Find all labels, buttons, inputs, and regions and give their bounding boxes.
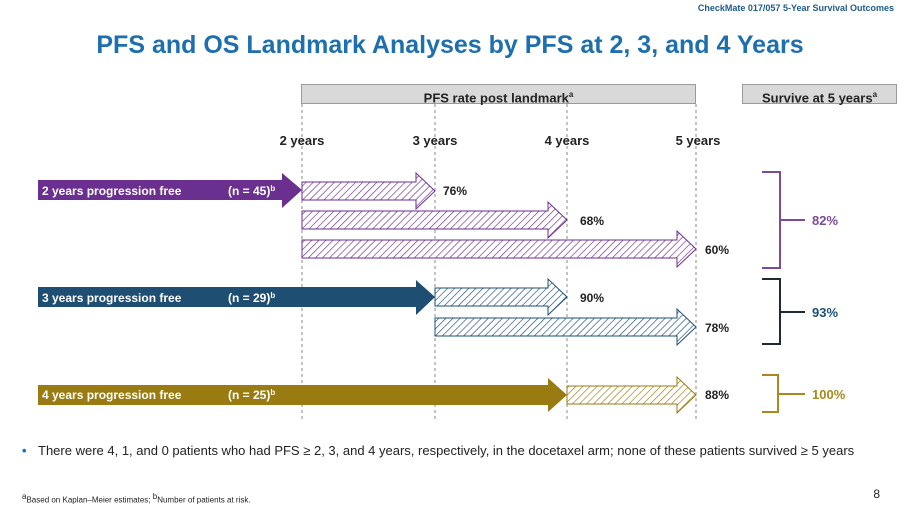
footnote-b-text: Number of patients at risk. [157,495,251,505]
page-number: 8 [873,487,880,501]
group-2y-bracket [762,171,805,269]
group-4y-arrow-5y [566,375,697,415]
group-2y-rate-4y: 68% [580,214,604,228]
group-2y-rate-3y: 76% [443,184,467,198]
group-2y-rate-5y: 60% [705,243,729,257]
footnote: aBased on Kaplan–Meier estimates; bNumbe… [22,492,251,505]
group-2y-os-rate: 82% [812,213,838,228]
group-2y-n: (n = 45)b [228,184,275,198]
group-2y-n-text: (n = 45) [228,184,270,198]
group-2y-arrow-4y [301,200,568,240]
year-label-2: 2 years [280,133,325,148]
pfs-rate-header: PFS rate post landmarka [301,84,696,106]
pfs-rate-header-sup: a [568,90,574,99]
survive-5-years-header: Survive at 5 yearsa [742,84,897,106]
group-4y-n-text: (n = 25) [228,388,270,402]
group-4y-n-sup: b [270,388,275,397]
survive-5-years-header-sup: a [872,90,878,99]
group-4y-label: 4 years progression free [42,388,182,402]
year-label-5: 5 years [676,133,721,148]
footnote-a-text: Based on Kaplan–Meier estimates; [26,495,153,505]
deck-subtitle: CheckMate 017/057 5-Year Survival Outcom… [697,3,894,13]
group-4y-solid-arrow [38,378,567,412]
bullet-dot: • [22,443,27,458]
group-2y-label: 2 years progression free [42,184,182,198]
group-3y-n-text: (n = 29) [228,291,270,305]
group-3y-n: (n = 29)b [228,291,275,305]
group-3y-solid-arrow [38,280,435,315]
group-4y-os-rate: 100% [812,387,846,402]
bullet-text: There were 4, 1, and 0 patients who had … [38,443,855,458]
landmark-diagram: 2 years 3 years 4 years 5 years 2 years … [38,104,846,420]
pfs-rate-header-label: PFS rate post landmark [423,90,569,106]
survive-5-years-header-label: Survive at 5 years [761,90,873,106]
slide-title: PFS and OS Landmark Analyses by PFS at 2… [96,31,804,59]
group-3y-n-sup: b [270,291,275,300]
group-4y-bracket [762,374,805,413]
group-2y-solid-arrow [38,173,302,208]
group-3y-rate-4y: 90% [580,291,604,305]
footnote-b-sup: b [152,492,158,501]
group-3y-label: 3 years progression free [42,291,182,305]
group-2y-n-sup: b [270,184,275,193]
group-3y-arrow-4y [434,277,568,317]
year-label-3: 3 years [413,133,458,148]
group-3y-arrow-5y [434,307,697,347]
group-3y-bracket [762,278,805,345]
group-4y-rate-5y: 88% [705,388,729,402]
group-2y-arrow-5y [301,229,697,269]
group-4y-n: (n = 25)b [228,388,275,402]
footnote-a-sup: a [22,492,27,501]
year-label-4: 4 years [545,133,590,148]
group-3y-rate-5y: 78% [705,321,729,335]
group-3y-os-rate: 93% [812,305,838,320]
group-2y-arrow-3y [301,171,436,211]
